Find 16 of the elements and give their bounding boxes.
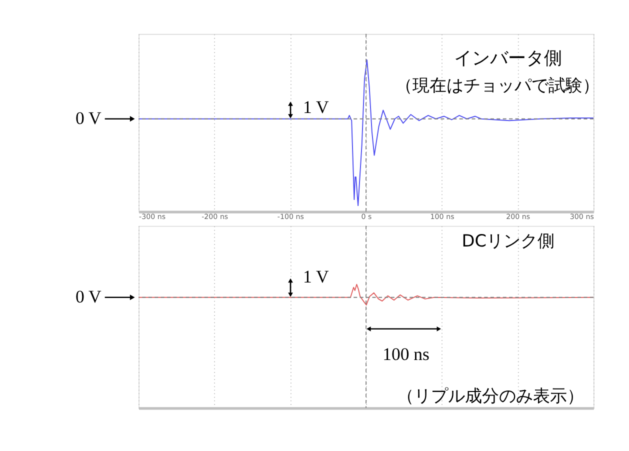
- x-tick-label: -300 ns: [139, 212, 166, 222]
- x-tick-label: -100 ns: [277, 212, 304, 222]
- annotation: 1 V: [302, 266, 329, 287]
- x-tick-label: 0 s: [361, 212, 372, 222]
- text: 100 ns: [382, 344, 430, 364]
- text: DCリンク側: [462, 230, 555, 250]
- x-tick-label: -200 ns: [202, 212, 228, 222]
- annotation: 1 V: [302, 97, 329, 117]
- annotation: インバータ側: [454, 49, 562, 70]
- annotation: （現在はチョッパで試験）: [396, 74, 600, 95]
- ref-line-label: 0 V: [75, 108, 102, 128]
- text: （リプル成分のみ表示）: [396, 386, 584, 406]
- ref-line-label: 0 V: [75, 286, 102, 307]
- x-tick-label: 300 ns: [570, 212, 594, 222]
- x-tick-label: 200 ns: [506, 212, 530, 222]
- x-tick-label: 100 ns: [430, 212, 455, 222]
